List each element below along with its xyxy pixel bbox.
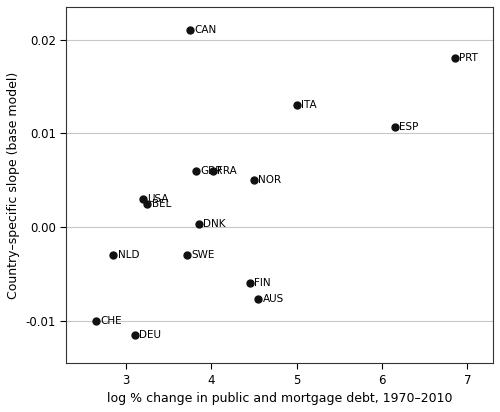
Y-axis label: Country–specific slope (base model): Country–specific slope (base model) [7,71,20,299]
Text: ITA: ITA [301,101,316,110]
Text: BEL: BEL [152,199,171,209]
Text: NOR: NOR [258,176,281,185]
Text: ESP: ESP [399,122,418,132]
X-axis label: log % change in public and mortgage debt, 1970–2010: log % change in public and mortgage debt… [107,392,453,405]
Text: FRA: FRA [218,166,237,176]
Text: DEU: DEU [139,330,161,340]
Text: DNK: DNK [203,219,226,229]
Text: CHE: CHE [100,316,122,326]
Text: AUS: AUS [262,294,284,304]
Text: NLD: NLD [118,250,139,260]
Text: PRT: PRT [459,54,478,63]
Text: CAN: CAN [194,26,216,35]
Text: FIN: FIN [254,279,270,288]
Text: USA: USA [148,194,169,204]
Text: GBR: GBR [200,166,222,176]
Text: SWE: SWE [192,250,215,260]
